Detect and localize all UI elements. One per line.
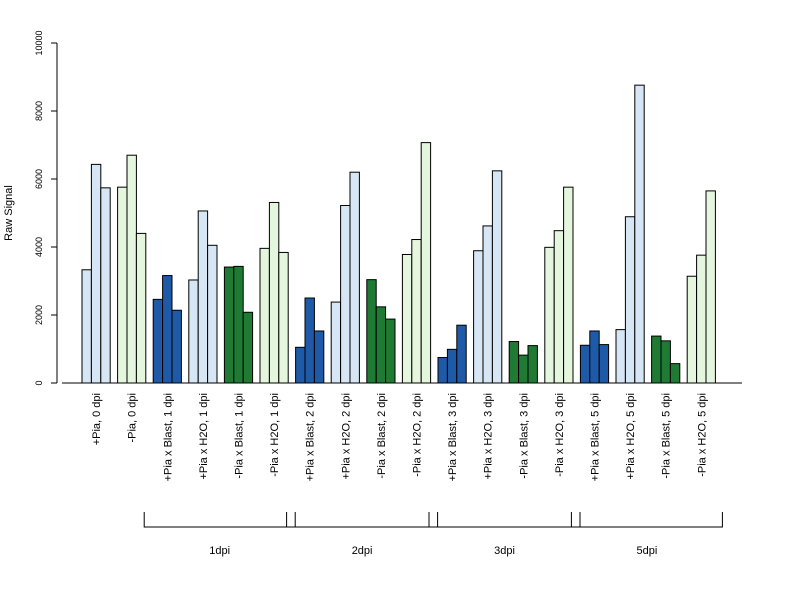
bar — [152, 298, 164, 384]
group-bracket — [428, 512, 581, 528]
bar — [420, 142, 432, 384]
category-label: -Pia x Blast, 2 dpi — [376, 393, 388, 479]
bar — [686, 275, 698, 384]
bar — [135, 232, 147, 384]
category-label: +Pia, 0 dpi — [91, 393, 103, 445]
group-label: 2dpi — [352, 545, 373, 557]
y-tick-label: 6000 — [34, 169, 44, 189]
category-label: +Pia x H2O, 2 dpi — [340, 393, 352, 480]
bar — [278, 251, 289, 384]
bar — [188, 279, 199, 384]
bar — [705, 190, 716, 384]
bar — [81, 269, 92, 384]
y-axis-title: Raw Signal — [3, 185, 15, 241]
bar — [340, 205, 351, 384]
bar — [518, 354, 529, 384]
group-bracket — [286, 512, 439, 528]
group-label: 3dpi — [494, 545, 515, 557]
group-label: 1dpi — [209, 545, 230, 557]
category-label: +Pia x H2O, 5 dpi — [625, 393, 637, 480]
bar — [162, 275, 173, 384]
bar — [171, 309, 182, 384]
bar — [411, 239, 422, 384]
bar — [544, 246, 555, 384]
y-tick-label: 8000 — [34, 101, 44, 121]
bar — [349, 171, 360, 384]
bar — [100, 187, 111, 384]
bar — [437, 357, 448, 384]
bar — [313, 330, 325, 384]
bar — [268, 201, 280, 384]
bar — [651, 335, 662, 384]
group-label: 5dpi — [637, 545, 658, 557]
category-label: +Pia x Blast, 3 dpi — [447, 393, 459, 481]
bar — [473, 250, 484, 384]
category-label: +Pia x H2O, 3 dpi — [483, 393, 495, 480]
category-label: -Pia x H2O, 5 dpi — [696, 393, 708, 477]
bar — [401, 253, 413, 384]
bar — [385, 318, 396, 384]
bar — [242, 311, 254, 384]
bar — [482, 225, 493, 384]
bar — [366, 279, 377, 384]
bar — [456, 324, 467, 384]
category-label: -Pia x H2O, 1 dpi — [269, 393, 281, 477]
bar — [696, 254, 707, 384]
category-label: +Pia x Blast, 2 dpi — [305, 393, 317, 481]
bar — [90, 163, 102, 384]
bar — [669, 363, 681, 384]
category-label: -Pia, 0 dpi — [127, 393, 139, 443]
bar — [207, 244, 218, 384]
bar — [375, 306, 387, 384]
y-tick-label: 4000 — [34, 237, 44, 257]
bar — [579, 344, 591, 384]
category-label: +Pia x Blast, 5 dpi — [590, 393, 602, 481]
bar — [527, 345, 538, 384]
bar — [223, 266, 235, 384]
bar — [598, 344, 610, 384]
bar — [197, 210, 209, 384]
bar — [508, 341, 520, 384]
bar — [233, 265, 244, 384]
bar — [634, 84, 645, 384]
category-label: -Pia x Blast, 3 dpi — [518, 393, 530, 479]
y-tick-label: 0 — [34, 380, 44, 385]
category-label: -Pia x H2O, 3 dpi — [554, 393, 566, 477]
bar — [117, 186, 128, 384]
bar — [330, 301, 342, 384]
category-label: +Pia x H2O, 1 dpi — [198, 393, 210, 480]
category-label: -Pia x H2O, 2 dpi — [412, 393, 424, 477]
bar — [553, 230, 565, 384]
group-bracket — [570, 512, 723, 528]
bar — [259, 247, 270, 384]
category-label: -Pia x Blast, 1 dpi — [234, 393, 246, 479]
bar — [589, 330, 600, 384]
y-tick-label: 2000 — [34, 305, 44, 325]
category-label: -Pia x Blast, 5 dpi — [661, 393, 673, 479]
group-bracket — [143, 512, 296, 528]
category-label: +Pia x Blast, 1 dpi — [162, 393, 174, 481]
bar — [446, 348, 458, 384]
y-tick-label: 10000 — [34, 30, 44, 55]
bar — [295, 346, 306, 384]
bar — [660, 340, 671, 384]
bar — [563, 186, 574, 384]
bar — [304, 297, 315, 384]
bar — [126, 154, 137, 384]
bar — [615, 329, 626, 384]
bar — [624, 216, 636, 384]
bar — [491, 170, 503, 384]
